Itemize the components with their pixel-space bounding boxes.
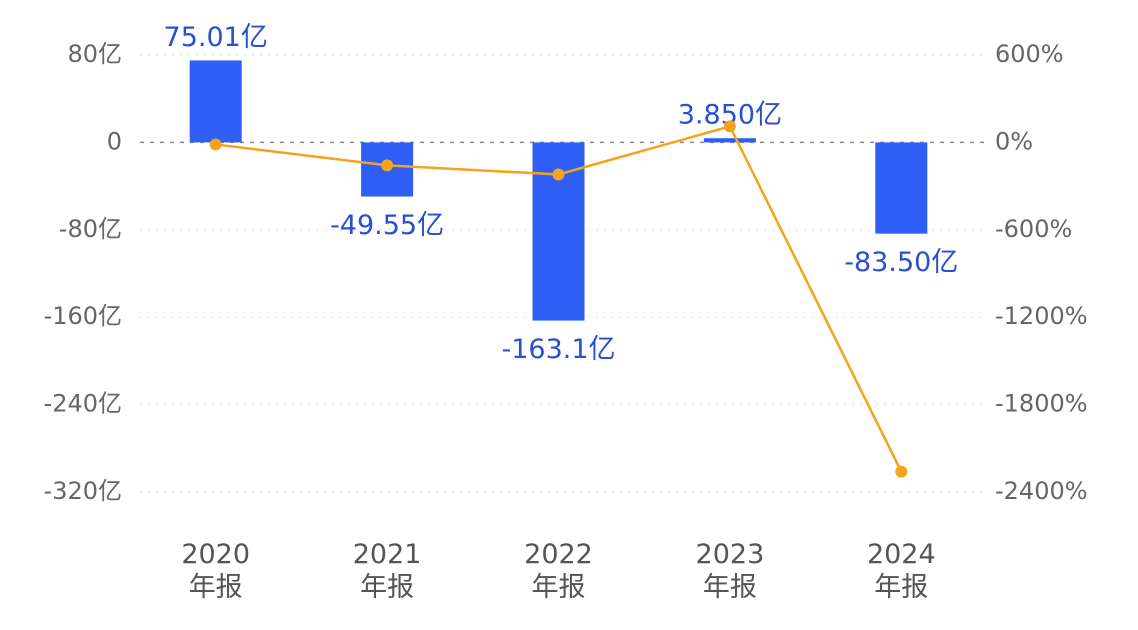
bar bbox=[875, 142, 928, 234]
x-tick-label: 2022年报 bbox=[524, 539, 593, 603]
bar bbox=[703, 138, 756, 143]
y-tick-label: -80亿 bbox=[59, 215, 122, 243]
bar bbox=[189, 60, 242, 143]
y-tick-label: 80亿 bbox=[67, 40, 122, 68]
line-point bbox=[723, 120, 736, 133]
x-tick-label: 2023年报 bbox=[695, 539, 765, 603]
y-tick-label: -160亿 bbox=[44, 302, 122, 330]
y-tick-label: 0 bbox=[107, 127, 122, 155]
x-tick-label: 2020年报 bbox=[181, 539, 251, 603]
y2-tick-label: -600% bbox=[995, 215, 1072, 243]
x-tick-label: 2021年报 bbox=[352, 539, 422, 603]
y2-tick-label: -1200% bbox=[995, 302, 1088, 330]
y2-tick-label: -1800% bbox=[995, 390, 1088, 418]
y-tick-label: -320亿 bbox=[44, 477, 122, 505]
y2-tick-label: -2400% bbox=[995, 477, 1088, 505]
value-label: 75.01亿 bbox=[164, 22, 268, 53]
line-point bbox=[895, 465, 908, 478]
line-point bbox=[209, 138, 222, 151]
y2-tick-label: 0% bbox=[995, 127, 1033, 155]
value-label: -163.1亿 bbox=[501, 334, 615, 365]
value-label: -49.55亿 bbox=[330, 210, 444, 241]
y2-tick-label: 600% bbox=[995, 40, 1064, 68]
x-tick-label: 2024年报 bbox=[866, 539, 936, 603]
line-point bbox=[381, 159, 394, 172]
value-label: -83.50亿 bbox=[844, 247, 958, 278]
y-tick-label: -240亿 bbox=[44, 390, 122, 418]
line-point bbox=[552, 168, 565, 181]
